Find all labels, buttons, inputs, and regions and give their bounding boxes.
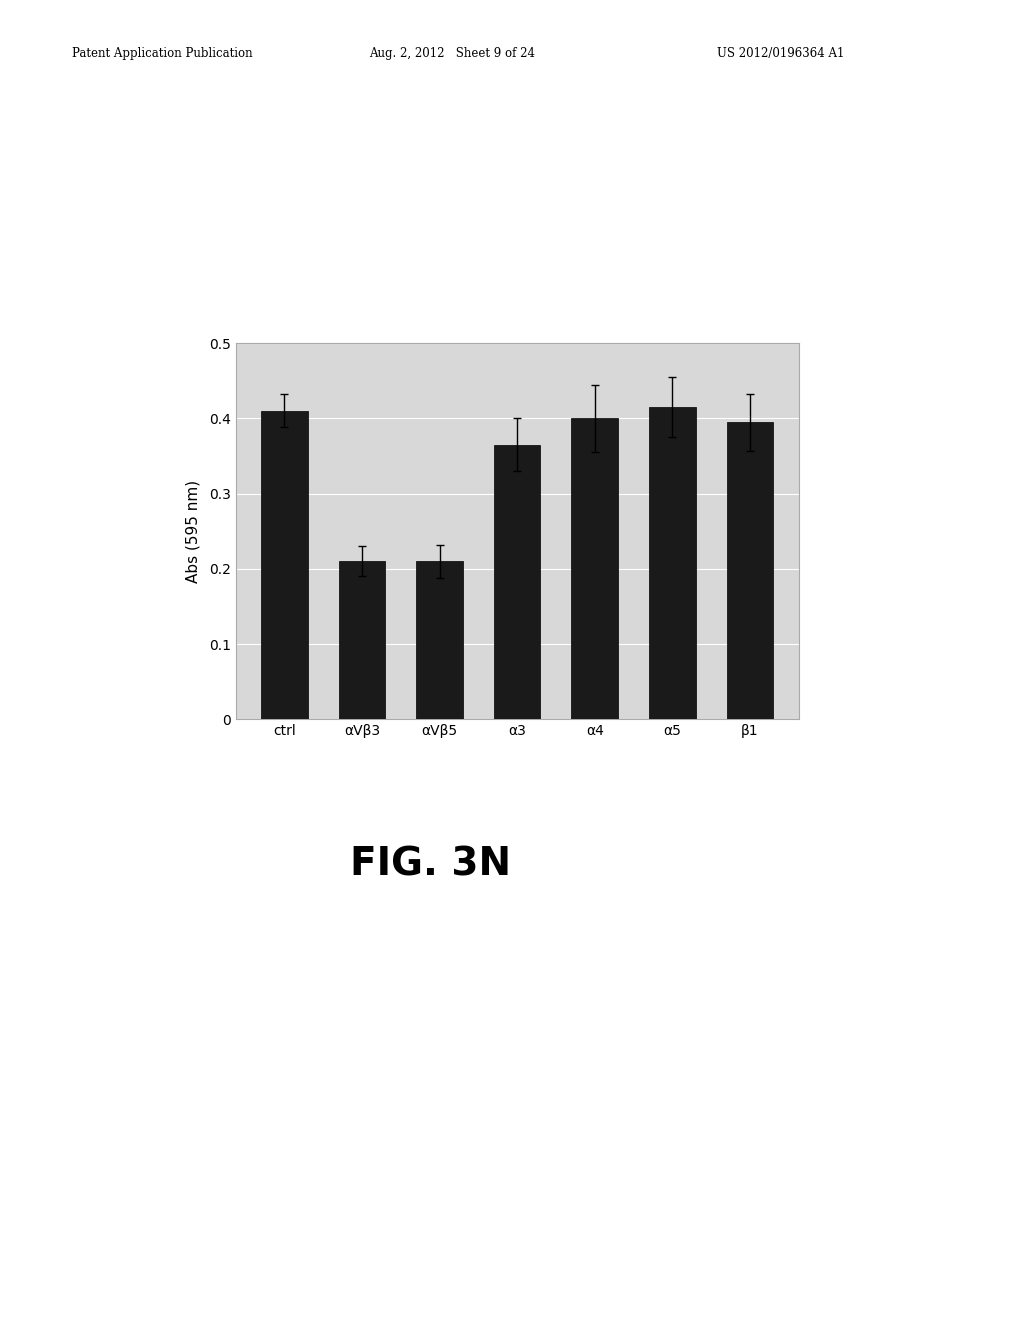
Bar [649, 407, 695, 719]
Text: Patent Application Publication: Patent Application Publication [72, 46, 252, 59]
Bar [494, 445, 541, 719]
Bar [571, 418, 617, 719]
Y-axis label: Abs (595 nm): Abs (595 nm) [185, 479, 201, 583]
Bar [727, 422, 773, 719]
Text: Aug. 2, 2012   Sheet 9 of 24: Aug. 2, 2012 Sheet 9 of 24 [369, 46, 535, 59]
Bar [339, 561, 385, 719]
Bar [417, 561, 463, 719]
Text: FIG. 3N: FIG. 3N [349, 846, 511, 883]
Text: US 2012/0196364 A1: US 2012/0196364 A1 [717, 46, 844, 59]
Bar [261, 411, 307, 719]
